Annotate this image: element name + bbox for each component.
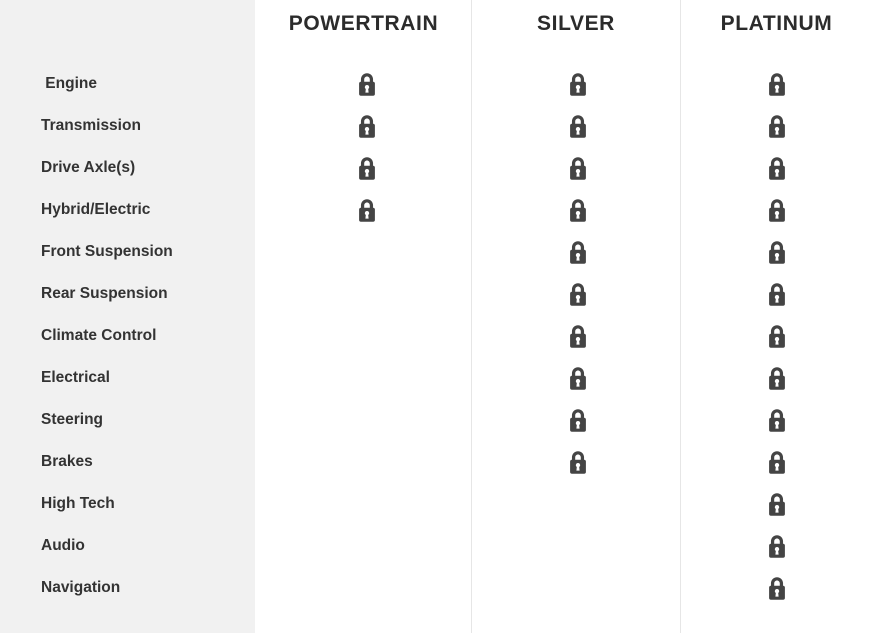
- column-divider-silver-platinum: [680, 0, 681, 633]
- lock-icon: [346, 105, 388, 147]
- lock-icon: [557, 357, 599, 399]
- lock-icon: [756, 273, 798, 315]
- coverage-cell-empty: [346, 525, 388, 567]
- lock-icon: [756, 105, 798, 147]
- coverage-cell-empty: [557, 483, 599, 525]
- lock-icon: [557, 189, 599, 231]
- lock-icon: [557, 231, 599, 273]
- lock-icon: [756, 567, 798, 609]
- lock-icon: [557, 273, 599, 315]
- column-header-powertrain: POWERTRAIN: [288, 12, 439, 35]
- lock-icon: [557, 315, 599, 357]
- column-header-platinum: PLATINUM: [720, 12, 833, 35]
- row-label: Electrical: [41, 369, 110, 386]
- row-label: High Tech: [41, 495, 115, 512]
- lock-icon: [557, 399, 599, 441]
- coverage-cell-empty: [346, 357, 388, 399]
- column-divider-powertrain-silver: [471, 0, 472, 633]
- lock-icon: [756, 399, 798, 441]
- row-label: Front Suspension: [41, 243, 173, 260]
- row-label: Transmission: [41, 117, 141, 134]
- row-label: Audio: [41, 537, 85, 554]
- sidebar-background: [0, 0, 255, 633]
- lock-icon: [756, 483, 798, 525]
- lock-icon: [557, 441, 599, 483]
- row-label: Hybrid/Electric: [41, 201, 151, 218]
- lock-icon: [756, 63, 798, 105]
- row-label: Climate Control: [41, 327, 157, 344]
- lock-icon: [346, 147, 388, 189]
- lock-icon: [756, 147, 798, 189]
- row-label: Drive Axle(s): [41, 159, 136, 176]
- coverage-cell-empty: [346, 441, 388, 483]
- coverage-cell-empty: [346, 483, 388, 525]
- coverage-cell-empty: [346, 399, 388, 441]
- lock-icon: [756, 525, 798, 567]
- coverage-cell-empty: [557, 525, 599, 567]
- lock-icon: [557, 147, 599, 189]
- coverage-cell-empty: [346, 231, 388, 273]
- lock-icon: [346, 63, 388, 105]
- lock-icon: [346, 189, 388, 231]
- lock-icon: [756, 441, 798, 483]
- column-header-row: POWERTRAIN SILVER PLATINUM: [0, 0, 872, 52]
- lock-icon: [756, 189, 798, 231]
- row-label: Brakes: [41, 453, 93, 470]
- row-label-list: Engine Transmission Drive Axle(s) Hybrid/El…: [0, 0, 255, 633]
- lock-icon: [557, 63, 599, 105]
- column-header-silver: SILVER: [537, 12, 615, 35]
- coverage-cell-empty: [346, 315, 388, 357]
- row-label: Engine: [41, 75, 97, 92]
- row-label: Navigation: [41, 579, 121, 596]
- row-label: Steering: [41, 411, 104, 428]
- coverage-cell-empty: [346, 273, 388, 315]
- row-label: Rear Suspension: [41, 285, 168, 302]
- lock-icon: [756, 357, 798, 399]
- coverage-cell-empty: [557, 567, 599, 609]
- coverage-cell-empty: [346, 567, 388, 609]
- lock-icon: [557, 105, 599, 147]
- lock-icon: [756, 231, 798, 273]
- lock-icon: [756, 315, 798, 357]
